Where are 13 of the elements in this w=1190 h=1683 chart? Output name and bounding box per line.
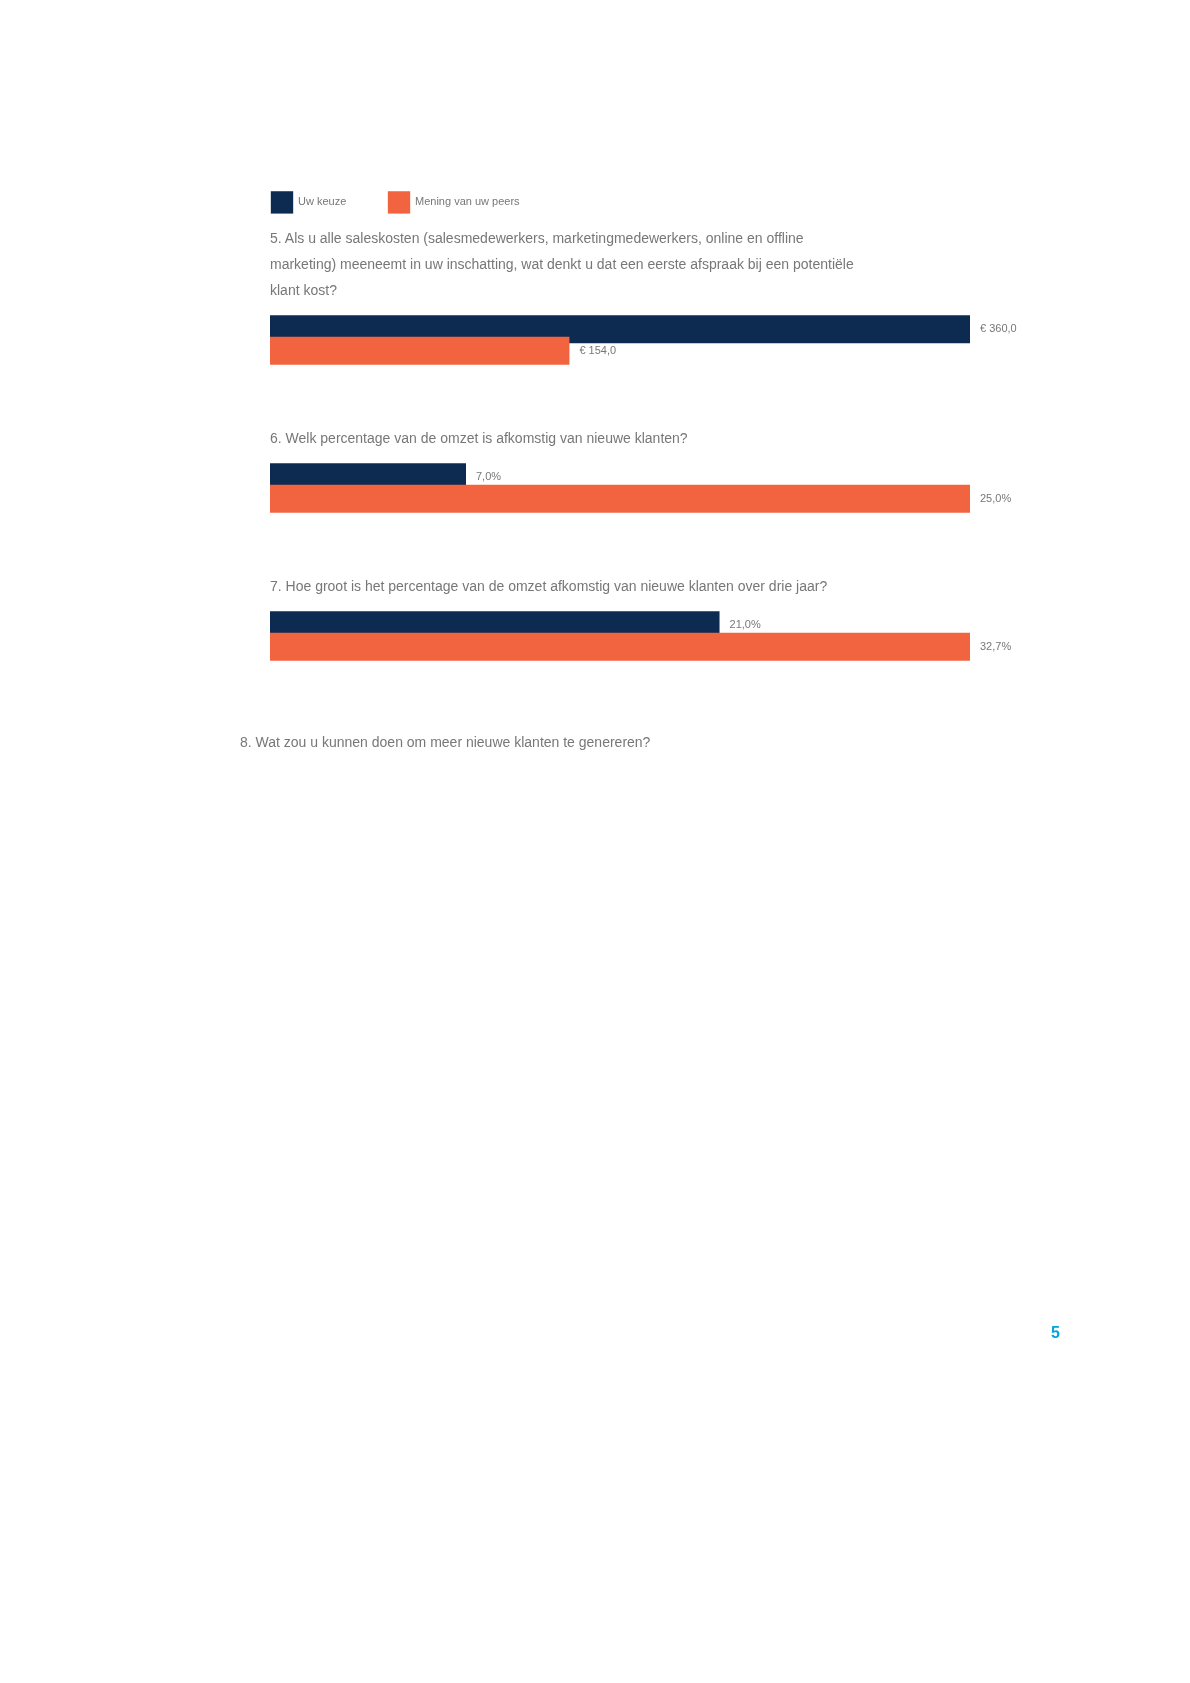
text: 8. Wat zou u kunnen doen om meer nieuwe klanten te genereren?: [240, 734, 651, 750]
text: 5: [1051, 1324, 1061, 1341]
chart-title: 7. Hoe groot is het percentage van de omzet afkomstig van nieuwe klanten over drie jaar?: [270, 578, 828, 594]
legend-label: Uw keuze: [298, 195, 347, 208]
data-label: 25,0%: [980, 491, 1012, 504]
data-label: 7,0%: [476, 470, 502, 483]
data-label: 21,0%: [729, 618, 761, 631]
chart-title: 5. Als u alle saleskosten (salesmedewerkers, marketingmedewerkers, online en offline marketing) meeneemt in uw inschatting, wat denkt u dat een eerste afspraak bij een potentiële klant kost?: [270, 230, 854, 298]
data-label: 32,7%: [980, 639, 1012, 652]
legend-label: Mening van uw peers: [415, 195, 521, 208]
data-label: € 154,0: [579, 343, 617, 356]
chart-title: 6. Welk percentage van de omzet is afkomstig van nieuwe klanten?: [270, 430, 688, 446]
data-label: € 360,0: [980, 322, 1017, 335]
